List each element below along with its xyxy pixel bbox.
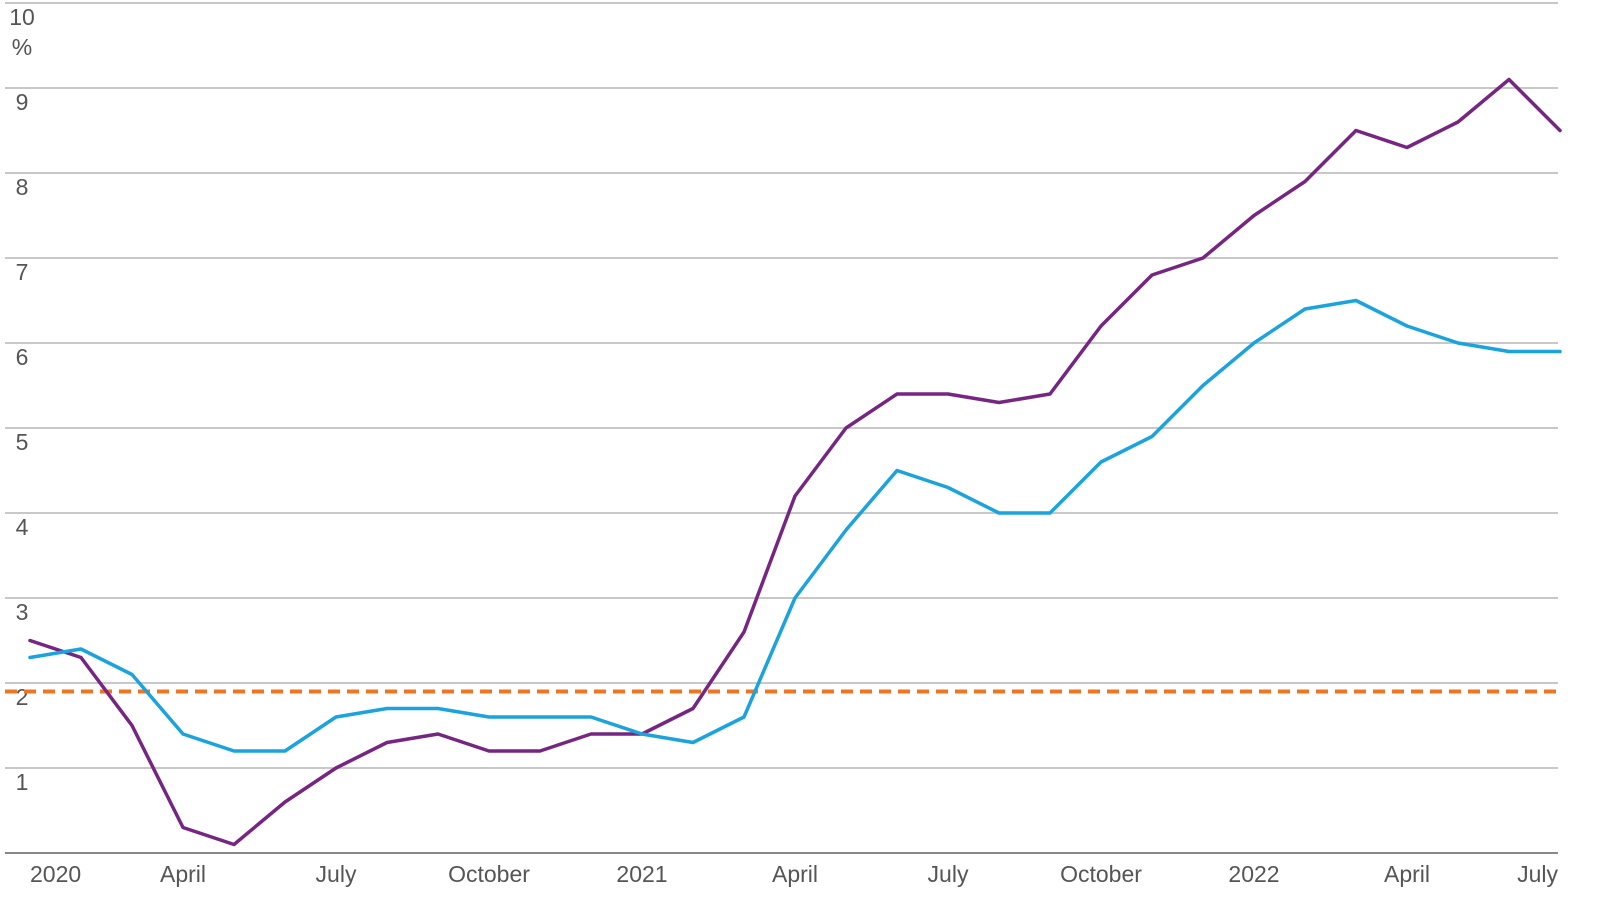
x-tick-label: July <box>316 861 357 887</box>
x-tick-labels: 2020 April July October 2021 April July October… <box>30 861 1558 887</box>
x-tick-label: April <box>160 861 206 887</box>
series-lines <box>28 77 1562 847</box>
y-tick-label: 4 <box>16 514 29 540</box>
x-tick-label: July <box>928 861 969 887</box>
series-line-2 <box>28 298 1562 753</box>
y-tick-label: 1 <box>16 769 29 795</box>
y-tick-label: 5 <box>16 429 29 455</box>
x-tick-label: October <box>1060 861 1142 887</box>
x-tick-label: 2021 <box>616 861 667 887</box>
y-tick-label: 3 <box>16 599 29 625</box>
y-gridlines <box>5 2 1558 769</box>
y-tick-label: 8 <box>16 174 29 200</box>
x-tick-label: July <box>1517 861 1558 887</box>
y-tick-label: 9 <box>16 89 29 115</box>
y-tick-label: 10 <box>9 4 35 30</box>
x-tick-label: October <box>448 861 530 887</box>
x-tick-label: 2022 <box>1228 861 1279 887</box>
y-tick-label: 6 <box>16 344 29 370</box>
x-tick-label: 2020 <box>30 861 81 887</box>
y-unit-label: % <box>12 34 32 60</box>
y-tick-labels: 1 2 3 4 5 6 7 8 9 10 <box>9 4 35 795</box>
x-tick-label: April <box>772 861 818 887</box>
series-line-1 <box>28 77 1562 847</box>
x-tick-label: April <box>1384 861 1430 887</box>
y-tick-label: 2 <box>16 684 29 710</box>
y-tick-label: 7 <box>16 259 29 285</box>
